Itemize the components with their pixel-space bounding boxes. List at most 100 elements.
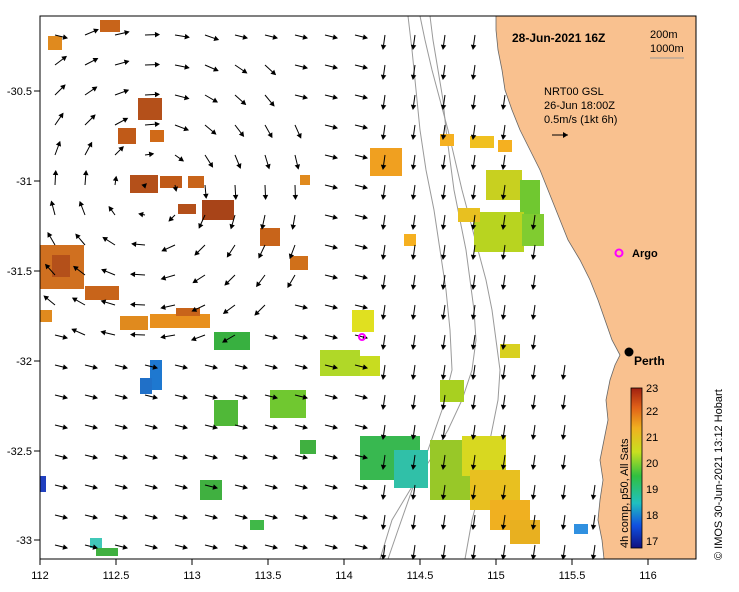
current-arrowhead [410,404,417,411]
current-arrowhead [182,364,189,370]
current-arrowhead [288,253,295,260]
current-arrowhead [154,121,160,127]
current-arrowhead [222,337,228,343]
current-arrowhead [440,164,447,171]
current-arrowhead [530,344,537,351]
current-arrowhead [440,134,447,141]
current-arrowhead [92,514,99,520]
current-arrowhead [362,364,369,370]
y-tick-label: -31.5 [7,266,32,278]
current-arrowhead [182,424,189,430]
x-tick-label: 115 [487,570,505,582]
current-arrowhead [212,514,219,520]
current-source: NRT00 GSL [544,86,604,98]
current-arrowhead [75,233,81,240]
current-arrowhead [182,544,189,550]
colorbar-tick: 19 [646,484,658,496]
current-time: 26-Jun 18:00Z [544,100,615,112]
current-arrowhead [302,94,309,100]
current-arrowhead [92,484,99,490]
x-tick-label: 112.5 [103,570,130,582]
current-arrowhead [100,329,106,336]
current-arrowhead [500,554,507,561]
current-arrowhead [123,88,130,95]
current-arrowhead [60,84,66,90]
current-arrowhead [530,524,537,531]
current-arrowhead [440,254,447,261]
argo-label: Argo [632,248,658,260]
colorbar-tick: 18 [646,510,658,522]
current-arrowhead [152,394,159,400]
current-arrowhead [560,524,567,531]
current-arrowhead [178,156,185,162]
current-arrowhead [154,61,161,68]
current-arrowhead [560,494,567,501]
current-arrowhead [148,151,155,158]
current-arrowhead [100,299,107,305]
current-arrowhead [302,64,309,70]
current-arrowhead [87,141,93,148]
current-arrowhead [172,186,179,192]
current-arrowhead [380,284,387,291]
current-arrowhead [191,306,198,312]
current-arrowhead [129,331,136,338]
current-arrowhead [440,194,447,201]
isobath-label-1000m: 1000m [650,43,684,55]
credit-text: © IMOS 30-Jun-2021 13:12 Hobart [713,389,725,560]
current-arrowhead [380,314,387,321]
current-arrowhead [410,74,417,81]
current-arrowhead [332,154,339,160]
current-arrowhead [500,524,507,531]
current-scale: 0.5m/s (1kt 6h) [544,114,617,126]
current-arrowhead [192,278,199,284]
current-arrowhead [410,344,417,351]
current-arrowhead [530,464,537,471]
current-arrowhead [362,424,369,430]
current-arrowhead [380,104,387,111]
current-arrowhead [470,464,477,471]
current-arrowhead [92,364,99,370]
current-arrowhead [49,200,56,207]
current-arrowhead [500,434,507,441]
current-arrowhead [470,494,477,501]
current-arrowhead [212,364,219,370]
current-arrowhead [380,494,387,501]
current-arrowhead [500,494,507,501]
current-arrowhead [410,554,417,561]
current-arrowhead [62,334,69,340]
y-tick-label: -30.5 [7,86,32,98]
current-arrowhead [362,154,369,160]
current-arrowhead [362,94,369,100]
current-arrowhead [141,183,147,189]
current-arrowhead [92,57,99,63]
current-arrowhead [212,484,219,490]
current-arrowhead [590,524,597,531]
current-arrowhead [254,310,260,316]
current-arrowhead [500,464,507,471]
current-arrowhead [71,297,78,303]
current-arrowhead [302,334,309,340]
current-arrowhead [500,194,507,201]
current-arrowhead [362,214,369,220]
current-arrowhead [332,454,339,460]
current-arrowhead [380,164,387,171]
colorbar-tick: 22 [646,406,658,418]
current-arrowhead [440,374,447,381]
current-arrowhead [362,394,369,400]
current-arrowhead [240,99,247,106]
current-arrowhead [43,295,50,301]
current-arrowhead [500,404,507,411]
current-arrowhead [440,434,447,441]
current-arrowhead [152,364,159,370]
current-arrowhead [470,74,477,81]
current-arrowhead [470,164,477,171]
perth-label: Perth [634,354,665,368]
current-arrowhead [198,222,204,229]
current-arrowhead [210,129,217,135]
current-arrowhead [332,124,339,130]
current-arrowhead [332,334,339,340]
current-arrowhead [410,524,417,531]
current-arrowhead [302,544,309,550]
current-arrowhead [101,268,107,274]
current-arrowhead [332,544,339,550]
